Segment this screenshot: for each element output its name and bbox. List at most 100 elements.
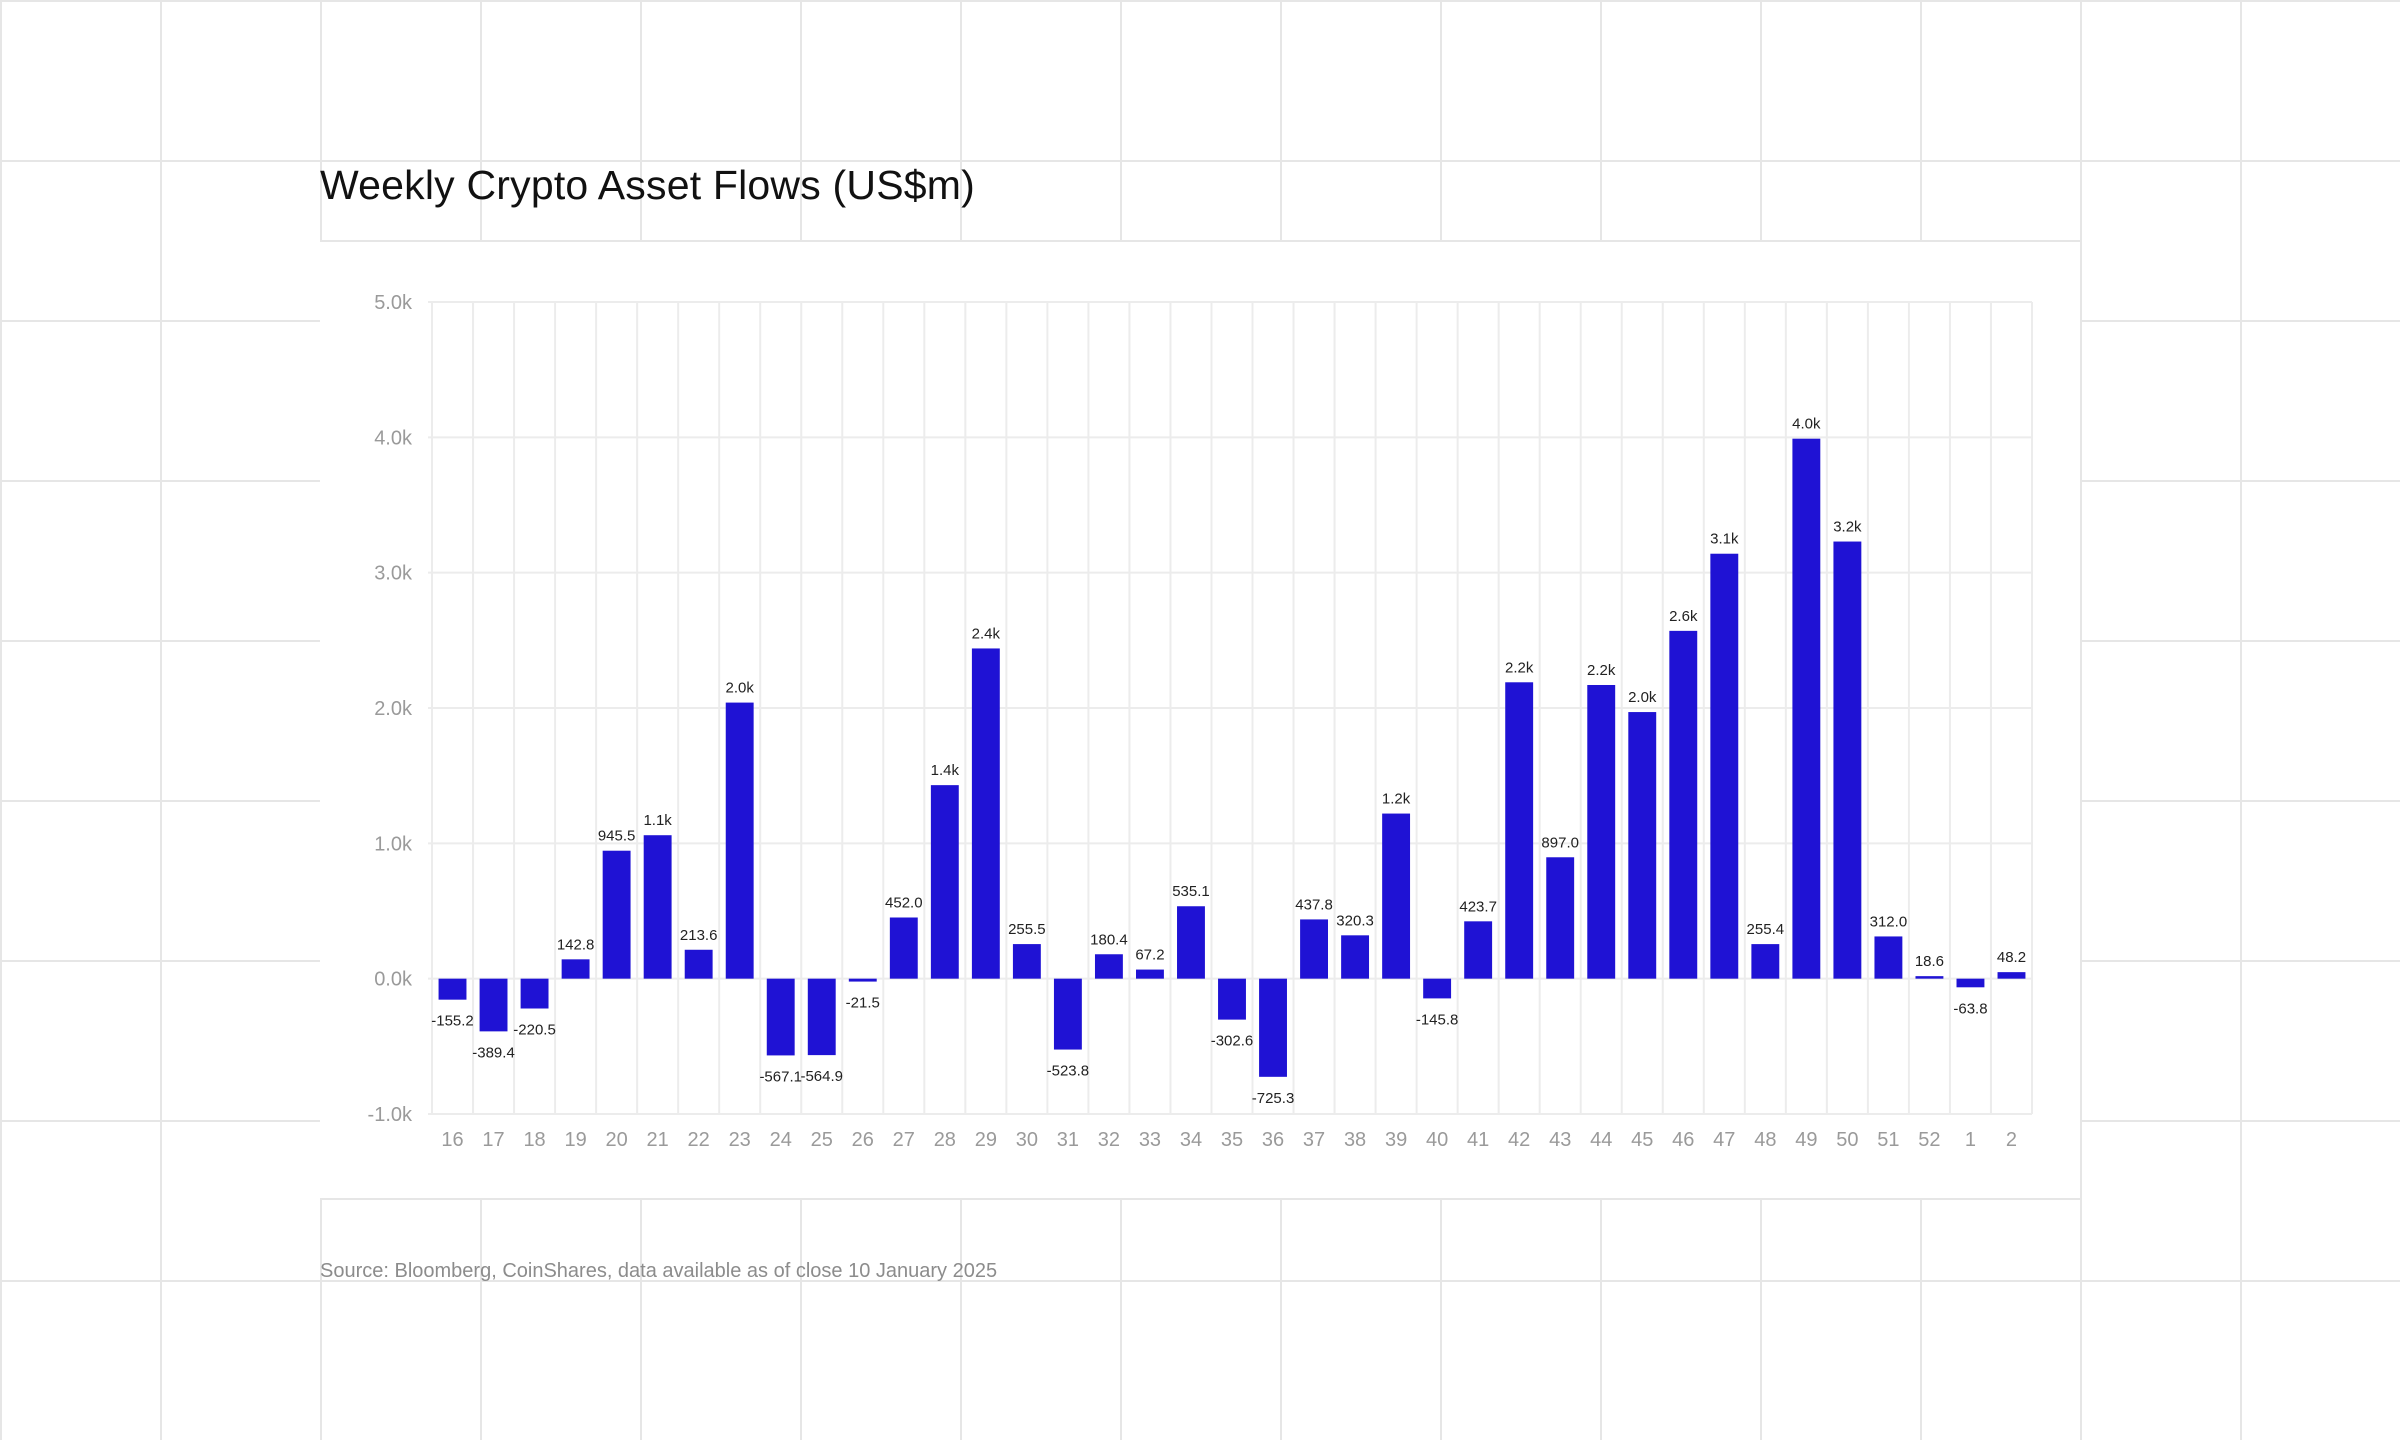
x-tick-label: 1: [1965, 1129, 1976, 1151]
bar: [1751, 944, 1780, 979]
bar: [684, 949, 713, 979]
bar: [1915, 976, 1944, 979]
bar: [930, 785, 959, 979]
chart-title: Weekly Crypto Asset Flows (US$m): [320, 162, 975, 208]
bar: [1874, 936, 1903, 979]
x-tick-label: 47: [1713, 1129, 1735, 1151]
x-tick-label: 33: [1139, 1129, 1161, 1151]
x-tick-label: 51: [1877, 1129, 1899, 1151]
y-tick-label: 1.0k: [374, 833, 413, 855]
bar: [971, 648, 1000, 979]
data-label: 255.4: [1747, 921, 1785, 938]
data-label: -63.8: [1953, 1000, 1987, 1017]
x-tick-label: 23: [729, 1129, 751, 1151]
x-tick-label: 18: [523, 1129, 545, 1151]
x-tick-label: 42: [1508, 1129, 1530, 1151]
bar: [807, 978, 836, 1056]
data-label: -567.1: [759, 1068, 802, 1085]
bar: [1997, 972, 2026, 979]
x-tick-label: 30: [1016, 1129, 1038, 1151]
bar: [1012, 944, 1041, 979]
data-label: 48.2: [1997, 949, 2026, 966]
y-tick-label: 0.0k: [374, 969, 413, 991]
x-tick-label: 21: [647, 1129, 669, 1151]
bar: [766, 978, 795, 1056]
x-tick-label: 2: [2006, 1129, 2017, 1151]
bar: [1177, 906, 1205, 979]
data-label: -155.2: [431, 1013, 474, 1030]
data-label: 897.0: [1541, 834, 1579, 851]
data-label: -21.5: [846, 995, 880, 1012]
bar: [889, 917, 918, 979]
x-tick-label: 16: [441, 1129, 463, 1151]
data-label: 3.2k: [1833, 519, 1862, 536]
x-tick-label: 37: [1303, 1129, 1325, 1151]
x-tick-label: 26: [852, 1129, 874, 1151]
data-label: -389.4: [472, 1044, 515, 1061]
bar: [1300, 919, 1328, 979]
bar: [479, 978, 508, 1032]
bar: [1341, 935, 1370, 979]
x-tick-label: 32: [1098, 1129, 1120, 1151]
x-tick-label: 22: [688, 1129, 710, 1151]
x-tick-label: 38: [1344, 1129, 1366, 1151]
data-label: -725.3: [1252, 1090, 1295, 1107]
bar: [1094, 954, 1123, 979]
bar: [1546, 857, 1575, 979]
bar: [1833, 541, 1862, 979]
x-tick-label: 19: [564, 1129, 586, 1151]
data-label: 423.7: [1459, 898, 1497, 915]
data-label: 312.0: [1870, 913, 1908, 930]
data-label: 1.4k: [931, 762, 960, 779]
data-label: 535.1: [1172, 883, 1210, 900]
x-tick-label: 20: [605, 1129, 627, 1151]
data-label: 452.0: [885, 894, 923, 911]
bar: [1259, 978, 1287, 1077]
x-tick-label: 43: [1549, 1129, 1571, 1151]
x-tick-label: 24: [770, 1129, 792, 1151]
bar: [643, 835, 672, 979]
x-tick-label: 27: [893, 1129, 915, 1151]
bar: [848, 978, 877, 982]
bar: [1053, 978, 1082, 1050]
x-tick-label: 35: [1221, 1129, 1243, 1151]
bar: [438, 978, 467, 1000]
bar: [1505, 682, 1534, 979]
bar: [1956, 978, 1985, 988]
data-label: 2.2k: [1505, 659, 1534, 676]
data-label: 2.0k: [726, 680, 755, 697]
x-tick-label: 36: [1262, 1129, 1284, 1151]
bar: [1464, 921, 1493, 979]
x-tick-label: 52: [1918, 1129, 1940, 1151]
data-label: 180.4: [1090, 931, 1128, 948]
bar: [725, 702, 754, 979]
bar-chart: -1.0k 0.0k 1.0k 2.0k 3.0k 4.0k 5.0k -155.2 16 -38…: [368, 292, 2033, 1151]
bar: [1423, 978, 1452, 999]
data-label: 213.6: [680, 927, 718, 944]
data-label: 2.4k: [972, 625, 1001, 642]
data-label: 2.2k: [1587, 662, 1616, 679]
data-label: 1.2k: [1382, 791, 1411, 808]
bar: [1136, 969, 1164, 979]
data-label: -220.5: [513, 1022, 556, 1039]
bar: [520, 978, 549, 1009]
bar: [1382, 813, 1411, 979]
data-label: 437.8: [1295, 896, 1333, 913]
bar: [602, 850, 631, 979]
x-tick-label: 29: [975, 1129, 997, 1151]
x-tick-label: 45: [1631, 1129, 1653, 1151]
x-tick-label: 39: [1385, 1129, 1407, 1151]
data-label: -564.9: [800, 1068, 843, 1085]
x-tick-label: 40: [1426, 1129, 1448, 1151]
x-tick-label: 31: [1057, 1129, 1079, 1151]
chart-panel: -1.0k 0.0k 1.0k 2.0k 3.0k 4.0k 5.0k -155.2 16 -38…: [320, 240, 2080, 1200]
data-label: 255.5: [1008, 921, 1046, 938]
x-tick-label: 44: [1590, 1129, 1612, 1151]
data-label: -523.8: [1047, 1063, 1090, 1080]
data-label: 4.0k: [1792, 416, 1821, 433]
x-tick-label: 17: [482, 1129, 504, 1151]
x-tick-label: 25: [811, 1129, 833, 1151]
x-tick-label: 34: [1180, 1129, 1202, 1151]
data-label: 3.1k: [1710, 531, 1739, 548]
bar: [1710, 553, 1739, 979]
